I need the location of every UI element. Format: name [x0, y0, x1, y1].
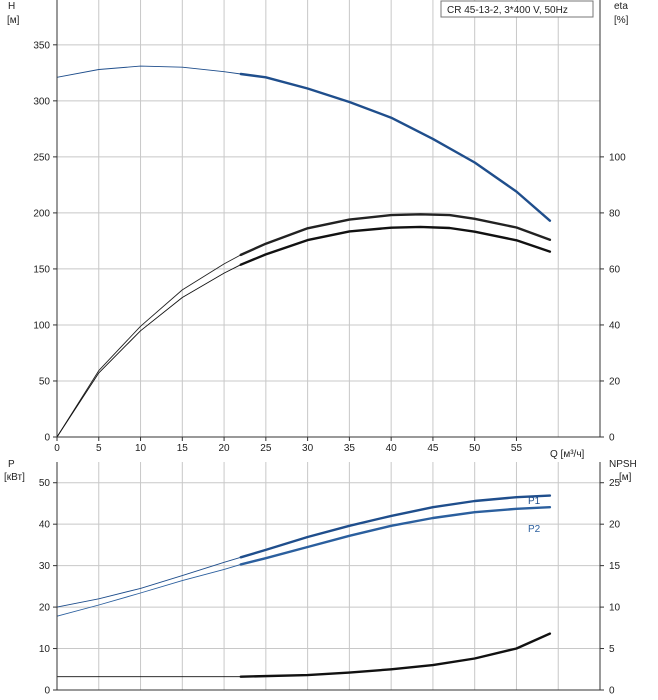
legend-box	[440, 0, 594, 18]
left-tick-label: 50	[39, 376, 51, 387]
right-tick-label: 10	[609, 603, 621, 614]
right-tick-label: 25	[609, 478, 621, 489]
series-line-thin	[56, 563, 241, 617]
top-grid	[57, 0, 600, 437]
right-tick-label: 20	[609, 520, 621, 531]
power-npsh-panel: 0 10 20 30 40 50 0 5 10 15 20 25 P [кВт] NPSH [м] P…	[4, 459, 637, 697]
right-tick-label: 40	[609, 320, 621, 331]
left-tick-label: 20	[39, 603, 51, 614]
x-tick-label: 50	[469, 443, 481, 454]
series-line-thin	[56, 556, 241, 608]
left-tick-label: 250	[33, 152, 50, 163]
x-tick-label: 0	[54, 443, 60, 454]
x-tick-label: 55	[511, 443, 523, 454]
left-axis-label-p: P	[8, 459, 15, 470]
right-tick-label: 60	[609, 264, 621, 275]
right-axis-label-eta: eta	[614, 1, 628, 12]
x-axis-label-q: Q [м³/ч]	[550, 449, 585, 460]
left-tick-label: 0	[44, 686, 50, 697]
bottom-grid	[57, 462, 600, 690]
x-tick-label: 10	[135, 443, 147, 454]
series-line-thin	[56, 254, 242, 438]
left-tick-label: 100	[33, 320, 50, 331]
x-tick-label: 15	[177, 443, 189, 454]
left-axis-unit-p: [кВт]	[4, 472, 25, 483]
right-tick-label: 100	[609, 152, 626, 163]
legend-text: CR 45-13-2, 3*400 V, 50Hz	[447, 5, 568, 16]
series-label-p2: P2	[528, 524, 541, 535]
x-tick-label: 40	[386, 443, 398, 454]
left-axis-label-h: H	[8, 1, 15, 12]
left-tick-label: 300	[33, 96, 50, 107]
left-tick-label: 350	[33, 40, 50, 51]
left-tick-label: 10	[39, 644, 51, 655]
x-tick-label: 5	[96, 443, 102, 454]
x-tick-label: 30	[302, 443, 314, 454]
head-efficiency-panel: 0 50 100 150 200 250 300 350 0 20 40 60 80 100 0 5 10 15 2…	[7, 0, 629, 460]
series-label-p1: P1	[528, 496, 541, 507]
x-tick-label: 35	[344, 443, 356, 454]
right-tick-label: 0	[609, 686, 615, 697]
series-line-bold	[239, 632, 552, 678]
right-axis-unit-npsh: [м]	[619, 472, 632, 483]
x-tick-label: 20	[219, 443, 231, 454]
series-line-bold	[239, 506, 552, 566]
series-line-thin	[56, 264, 242, 438]
bottom-axes: 0 10 20 30 40 50 0 5 10 15 20 25	[39, 462, 621, 697]
x-tick-label: 25	[260, 443, 272, 454]
series-line-bold	[239, 225, 552, 266]
right-tick-label: 15	[609, 561, 621, 572]
bottom-series	[56, 494, 552, 678]
right-tick-label: 5	[609, 644, 615, 655]
left-tick-label: 30	[39, 561, 51, 572]
right-tick-label: 0	[609, 433, 615, 444]
left-axis-unit-h: [м]	[7, 15, 20, 26]
right-tick-label: 80	[609, 208, 621, 219]
left-tick-label: 150	[33, 264, 50, 275]
x-tick-label: 45	[427, 443, 439, 454]
series-line-bold	[239, 494, 552, 559]
left-tick-label: 40	[39, 520, 51, 531]
left-tick-label: 50	[39, 478, 51, 489]
top-axes: 0 50 100 150 200 250 300 350 0 20 40 60 80 100 0 5 10 15 2…	[33, 0, 626, 454]
left-tick-label: 200	[33, 208, 50, 219]
series-line-thin	[56, 65, 241, 78]
top-series	[56, 65, 552, 438]
right-tick-label: 20	[609, 376, 621, 387]
right-axis-label-npsh: NPSH	[609, 459, 637, 470]
series-line-bold	[239, 72, 552, 222]
left-tick-label: 0	[44, 433, 50, 444]
series-line-bold	[239, 213, 552, 257]
right-axis-unit-eta: [%]	[614, 15, 629, 26]
